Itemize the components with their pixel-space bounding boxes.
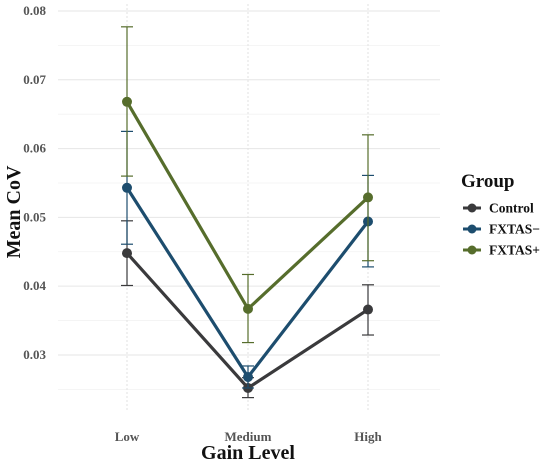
x-axis-title: Gain Level (201, 442, 295, 464)
x-tick-label: High (354, 429, 382, 444)
grid (58, 4, 440, 410)
series (121, 26, 374, 399)
legend-label: FXTAS+ (489, 243, 540, 258)
legend-marker (467, 224, 477, 234)
data-point (122, 182, 132, 193)
series-group (121, 26, 374, 344)
x-tick-label: Medium (225, 429, 272, 444)
x-tick-label: Low (115, 429, 140, 444)
legend-marker (467, 203, 477, 213)
legend-label: Control (489, 201, 534, 216)
y-tick-labels: 0.03 0.04 0.05 0.06 0.07 0.08 (23, 3, 46, 362)
y-tick-label: 0.07 (23, 72, 46, 87)
y-tick-label: 0.04 (23, 278, 46, 293)
legend-marker (467, 245, 477, 255)
y-tick-label: 0.03 (23, 347, 46, 362)
legend-item: FXTAS− (463, 222, 540, 237)
y-tick-label: 0.05 (23, 209, 46, 224)
x-tick-labels: Low Medium High (115, 429, 383, 444)
data-point (122, 248, 132, 259)
legend-item: FXTAS+ (463, 243, 540, 258)
data-point (363, 192, 373, 203)
legend-title: Group (461, 171, 515, 192)
y-tick-label: 0.08 (23, 3, 46, 18)
legend-label: FXTAS− (489, 222, 540, 237)
y-axis-title: Mean CoV (3, 165, 25, 258)
data-point (243, 371, 253, 382)
legend: Group Control FXTAS− FXTAS+ (461, 171, 540, 258)
y-tick-label: 0.06 (23, 141, 46, 156)
data-point (363, 304, 373, 315)
data-point (243, 303, 253, 314)
data-point (122, 96, 132, 107)
legend-item: Control (463, 201, 534, 216)
